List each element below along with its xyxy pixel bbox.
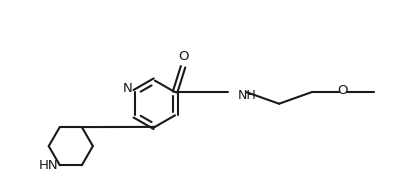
Text: N: N — [122, 82, 132, 95]
Text: HN: HN — [38, 159, 58, 172]
Text: O: O — [336, 84, 347, 97]
Text: NH: NH — [237, 88, 255, 101]
Text: O: O — [177, 50, 188, 63]
